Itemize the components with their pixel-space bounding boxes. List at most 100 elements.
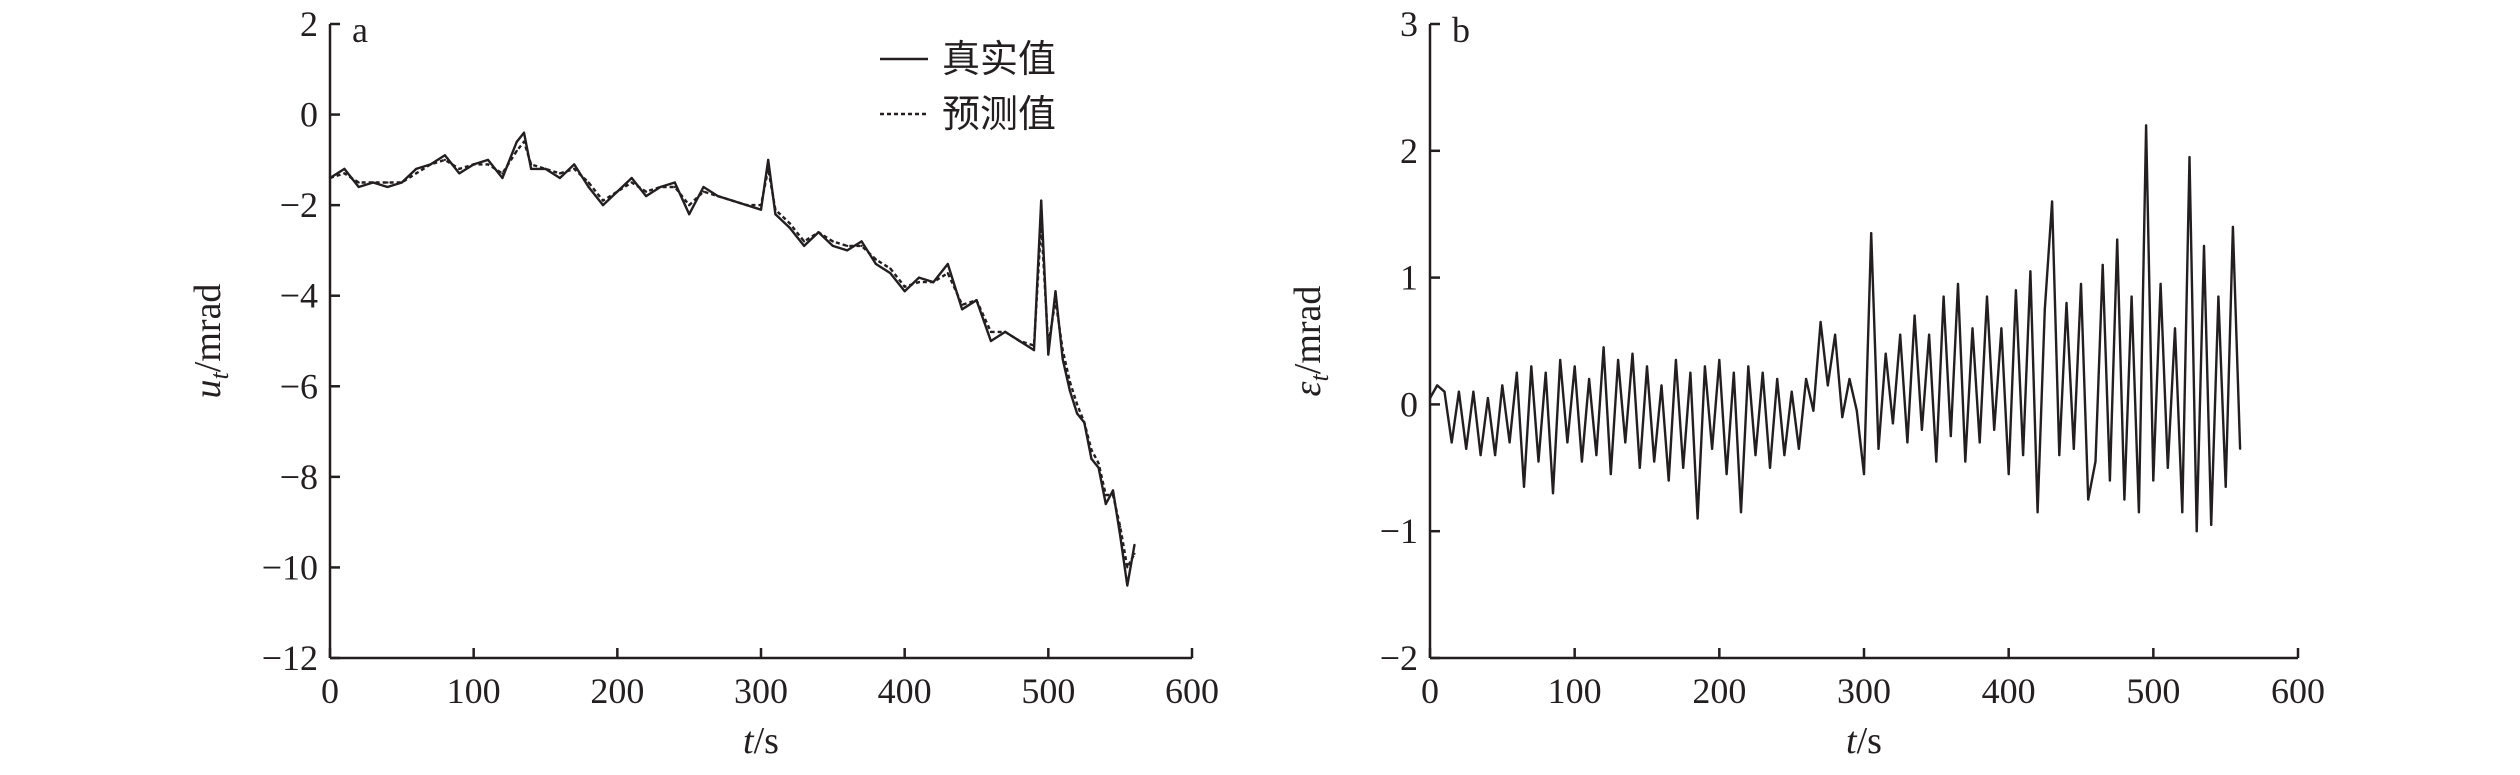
x-tick-label: 300 [734,671,788,711]
data-point [1580,460,1583,463]
data-point [860,244,863,247]
data-point [1906,441,1909,444]
data-point [1486,397,1489,400]
data-point [2137,511,2140,514]
data-point [1076,412,1079,415]
data-point [1515,371,1518,374]
data-point [889,267,892,270]
data-point [1942,295,1945,298]
data-point [874,262,878,266]
y-tick-label: 0 [1400,384,1418,424]
data-point [1711,447,1714,450]
data-point [2079,282,2083,285]
x-tick-label: 0 [1421,671,1439,711]
data-point [1703,365,1706,368]
data-point [1725,473,1728,476]
data-point [2065,301,2068,305]
data-point [2166,466,2169,469]
y-axis-var: ε [1287,381,1329,396]
data-point [946,262,949,266]
data-point [1551,492,1555,495]
y-axis-subscript: t [1305,373,1334,381]
data-point [745,204,748,207]
y-axis-unit: /mrad [1287,286,1329,375]
data-point [1068,380,1071,383]
data-point [874,258,878,261]
data-point [1032,349,1036,352]
data-point [1834,333,1837,336]
data-point [458,172,461,175]
data-point [759,204,763,207]
y-tick-label: −12 [262,638,318,678]
data-point [1682,466,1685,469]
data-point [443,154,446,157]
legend-label-2: 预测值 [942,92,1056,136]
data-point [1054,299,1057,302]
series-group [328,131,1136,587]
data-point [573,163,576,166]
data-point [1111,489,1115,492]
data-point [2094,460,2097,463]
x-tick-label: 400 [878,671,932,711]
data-point [1985,295,1989,298]
data-point [2014,289,2017,292]
data-point [831,240,834,243]
data-point [1812,409,1815,412]
data-point [702,185,705,189]
data-point [1501,384,1504,387]
y-axis-title: εt/mrad [1287,286,1334,397]
data-point [1870,232,1873,235]
data-point [1544,371,1547,374]
data-point [989,339,993,343]
data-point [1609,473,1612,476]
series-line-1 [1428,124,2242,533]
data-point [486,158,490,161]
panel-label: b [1452,10,1470,50]
data-point [860,240,863,243]
data-point [1040,199,1043,202]
data-point [1097,462,1100,465]
data-point [961,308,964,311]
data-point [415,167,418,170]
data-point [2231,225,2234,228]
data-point [486,163,490,166]
data-point [458,167,461,170]
data-point [1928,333,1931,336]
x-tick-label: 600 [2271,671,2325,711]
data-point [1993,428,1996,431]
data-point [1457,390,1460,393]
y-tick-label: 3 [1400,4,1418,44]
data-point [429,163,432,166]
data-point [1790,390,1793,393]
data-point [688,204,691,207]
data-point [415,172,418,175]
data-point [1653,460,1656,463]
data-point [2000,327,2003,330]
data-point [1949,435,1952,438]
data-point [788,226,791,229]
data-point [1899,333,1902,336]
data-point [1819,320,1822,324]
data-point [1645,365,1649,368]
data-point [731,199,734,202]
x-axis-title: t/s [1846,720,1882,762]
data-point [357,181,360,184]
data-point [2130,295,2133,298]
data-point [1674,358,1677,362]
data-point [2188,156,2191,159]
data-point [1104,502,1107,506]
data-point [1776,377,1779,381]
data-point [2116,238,2119,241]
data-point [1884,352,1887,355]
data-point [645,195,648,198]
data-point [515,140,518,143]
data-point [357,185,360,189]
data-point [1443,390,1446,393]
data-point [673,181,676,184]
data-point [846,244,849,247]
data-point [645,190,648,193]
data-point [1718,358,1721,362]
data-point [817,231,820,234]
data-point [1522,485,1526,488]
